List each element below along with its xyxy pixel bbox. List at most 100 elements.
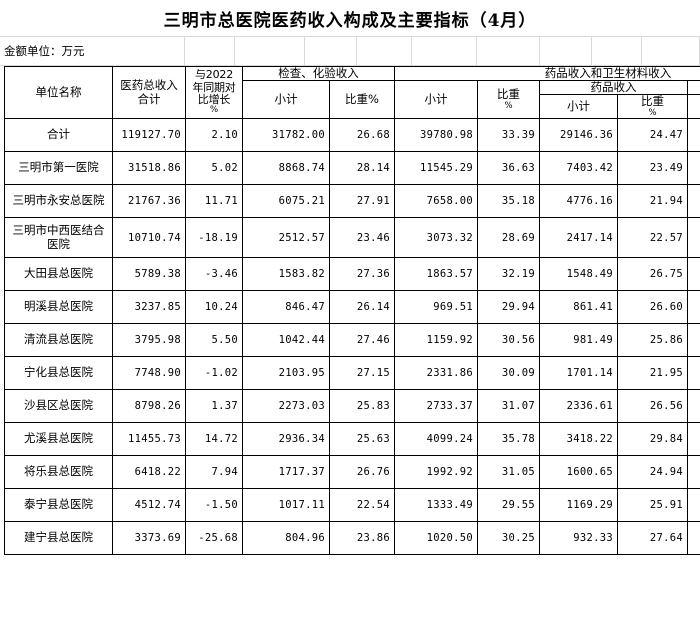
cell-growth-rate: 1.37 xyxy=(185,389,243,423)
cell-material-subtotal: 2881.84 xyxy=(687,184,700,218)
cell-exam-subtotal: 6075.21 xyxy=(242,184,330,218)
title-band: 三明市总医院医药收入构成及主要指标（4月） xyxy=(0,0,700,37)
cell-exam-subtotal: 8868.74 xyxy=(242,151,330,185)
cell-unit-name: 明溪县总医院 xyxy=(4,290,113,324)
cell-growth-rate: 11.71 xyxy=(185,184,243,218)
cell-growth-rate: -3.46 xyxy=(185,257,243,291)
unit-note-band: 金额单位：万元 xyxy=(0,37,700,66)
grid-cell xyxy=(305,37,357,65)
cell-exam-proportion: 22.54 xyxy=(329,488,395,522)
cell-drug-material-proportion: 29.94 xyxy=(477,290,540,324)
table-row: 建宁县总医院 3373.69 -25.68 804.96 23.86 1020.50 30.… xyxy=(4,521,700,555)
cell-exam-subtotal: 31782.00 xyxy=(242,118,330,152)
cell-exam-proportion: 27.91 xyxy=(329,184,395,218)
growth-label: 与2022年同期对比增长 xyxy=(192,68,236,106)
cell-unit-name: 建宁县总医院 xyxy=(4,521,113,555)
table-row: 尤溪县总医院 11455.73 14.72 2936.34 25.63 4099.24 35… xyxy=(4,422,700,456)
cell-drug-subtotal: 932.33 xyxy=(539,521,618,555)
cell-material-subtotal: 630.73 xyxy=(687,356,700,390)
cell-drug-proportion: 24.47 xyxy=(617,118,688,152)
cell-drug-subtotal: 29146.36 xyxy=(539,118,618,152)
table-row: 明溪县总医院 3237.85 10.24 846.47 26.14 969.51 29.94… xyxy=(4,290,700,324)
cell-total-income: 11455.73 xyxy=(112,422,186,456)
header-row-group: 单位名称 医药总收入合计 与2022年同期对比增长 % 检查、化验收入 药品收入… xyxy=(4,65,700,119)
table-row: 三明市第一医院 31518.86 5.02 8868.74 28.14 11545.29 3… xyxy=(4,151,700,185)
cell-growth-rate: -1.50 xyxy=(185,488,243,522)
cell-total-income: 8798.26 xyxy=(112,389,186,423)
cell-exam-proportion: 25.83 xyxy=(329,389,395,423)
cell-total-income: 3373.69 xyxy=(112,521,186,555)
unit-note: 金额单位：万元 xyxy=(0,37,185,65)
cell-material-subtotal: 10634.63 xyxy=(687,118,700,152)
table-row: 沙县区总医院 8798.26 1.37 2273.03 25.83 2733.37 31.0… xyxy=(4,389,700,423)
cell-total-income: 119127.70 xyxy=(112,118,186,152)
cell-drug-material-proportion: 29.55 xyxy=(477,488,540,522)
cell-drug-subtotal: 1548.49 xyxy=(539,257,618,291)
dm-proportion-pct-symbol: % xyxy=(504,100,513,111)
page-title: 三明市总医院医药收入构成及主要指标（4月） xyxy=(163,10,537,31)
cell-exam-proportion: 23.86 xyxy=(329,521,395,555)
grid-cell xyxy=(592,37,642,65)
cell-growth-rate: -18.19 xyxy=(185,217,243,258)
cell-material-subtotal: 656.18 xyxy=(687,217,700,258)
cell-drug-proportion: 25.86 xyxy=(617,323,688,357)
cell-total-income: 3795.98 xyxy=(112,323,186,357)
cell-drug-subtotal: 7403.42 xyxy=(539,151,618,185)
cell-exam-proportion: 25.63 xyxy=(329,422,395,456)
col-header-dm-proportion: 比重 % xyxy=(477,80,540,119)
table-row: 清流县总医院 3795.98 5.50 1042.44 27.46 1159.92 30.5… xyxy=(4,323,700,357)
cell-total-income: 4512.74 xyxy=(112,488,186,522)
grid-cell xyxy=(642,37,700,65)
cell-exam-proportion: 23.46 xyxy=(329,217,395,258)
table-row: 合计 119127.70 2.10 31782.00 26.68 39780.98 33.3… xyxy=(4,118,700,152)
cell-exam-subtotal: 2936.34 xyxy=(242,422,330,456)
cell-growth-rate: 10.24 xyxy=(185,290,243,324)
grid-cell xyxy=(540,37,592,65)
cell-drug-material-proportion: 36.63 xyxy=(477,151,540,185)
table-row: 三明市永安总医院 21767.36 11.71 6075.21 27.91 7658.00… xyxy=(4,184,700,218)
cell-drug-material-proportion: 30.25 xyxy=(477,521,540,555)
cell-drug-subtotal: 1701.14 xyxy=(539,356,618,390)
cell-exam-subtotal: 1042.44 xyxy=(242,323,330,357)
cell-exam-proportion: 27.36 xyxy=(329,257,395,291)
cell-growth-rate: -1.02 xyxy=(185,356,243,390)
growth-pct-symbol: % xyxy=(210,105,218,116)
cell-exam-proportion: 27.46 xyxy=(329,323,395,357)
income-composition-table: 单位名称 医药总收入合计 与2022年同期对比增长 % 检查、化验收入 药品收入… xyxy=(4,65,700,555)
col-header-total-income: 医药总收入合计 xyxy=(112,66,186,119)
col-header-dm-subtotal: 小计 xyxy=(394,80,478,119)
cell-unit-name: 尤溪县总医院 xyxy=(4,422,113,456)
cell-drug-material-subtotal: 1333.49 xyxy=(394,488,478,522)
cell-material-subtotal: 108.10 xyxy=(687,290,700,324)
cell-drug-material-proportion: 33.39 xyxy=(477,118,540,152)
cell-exam-subtotal: 1717.37 xyxy=(242,455,330,489)
cell-growth-rate: 5.02 xyxy=(185,151,243,185)
table-row: 宁化县总医院 7748.90 -1.02 2103.95 27.15 2331.86 30.… xyxy=(4,356,700,390)
cell-drug-material-subtotal: 3073.32 xyxy=(394,217,478,258)
cell-drug-proportion: 26.60 xyxy=(617,290,688,324)
cell-drug-subtotal: 981.49 xyxy=(539,323,618,357)
cell-exam-subtotal: 2103.95 xyxy=(242,356,330,390)
cell-exam-subtotal: 1017.11 xyxy=(242,488,330,522)
cell-drug-material-proportion: 35.18 xyxy=(477,184,540,218)
cell-total-income: 6418.22 xyxy=(112,455,186,489)
cell-material-subtotal: 178.43 xyxy=(687,323,700,357)
col-header-exam-proportion: 比重% xyxy=(329,80,395,119)
col-header-drug-proportion: 比重 % xyxy=(617,94,688,119)
cell-drug-material-proportion: 35.78 xyxy=(477,422,540,456)
table-row: 大田县总医院 5789.38 -3.46 1583.82 27.36 1863.57 32.… xyxy=(4,257,700,291)
cell-material-subtotal: 4141.87 xyxy=(687,151,700,185)
grid-cell xyxy=(235,37,305,65)
cell-exam-subtotal: 1583.82 xyxy=(242,257,330,291)
cell-growth-rate: 7.94 xyxy=(185,455,243,489)
col-header-growth: 与2022年同期对比增长 % xyxy=(185,66,243,119)
cell-drug-material-proportion: 31.07 xyxy=(477,389,540,423)
cell-drug-proportion: 29.84 xyxy=(617,422,688,456)
drug-proportion-pct-symbol: % xyxy=(648,107,657,118)
cell-drug-material-subtotal: 11545.29 xyxy=(394,151,478,185)
cell-drug-subtotal: 861.41 xyxy=(539,290,618,324)
cell-unit-name: 宁化县总医院 xyxy=(4,356,113,390)
cell-drug-proportion: 26.75 xyxy=(617,257,688,291)
table-row: 三明市中西医结合医院 10710.74 -18.19 2512.57 23.46 3073… xyxy=(4,217,700,258)
